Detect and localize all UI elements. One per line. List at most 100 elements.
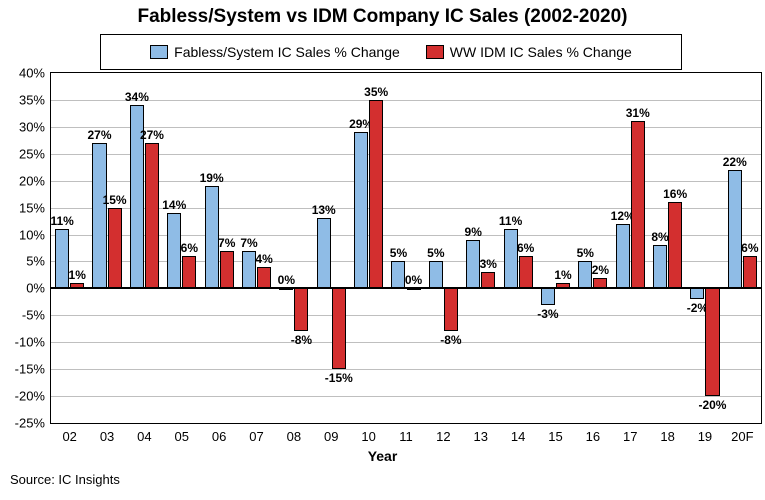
legend-label-idm: WW IDM IC Sales % Change: [450, 44, 632, 60]
bar-fabless: [653, 245, 667, 288]
bar-label-idm: 7%: [218, 236, 235, 250]
bar-label-idm: 35%: [364, 85, 388, 99]
bar-label-idm: 6%: [741, 241, 758, 255]
y-tick-label: 10%: [19, 227, 51, 242]
bar-idm: [257, 267, 271, 289]
bar-idm: [407, 288, 421, 290]
x-tick-label: 19: [698, 423, 712, 444]
y-tick-label: 35%: [19, 92, 51, 107]
y-tick-label: -15%: [15, 362, 51, 377]
legend-label-fabless: Fabless/System IC Sales % Change: [174, 44, 400, 60]
bar-label-fabless: 22%: [723, 155, 747, 169]
bar-label-idm: 0%: [405, 273, 422, 287]
y-tick-label: 25%: [19, 146, 51, 161]
bar-label-idm: 6%: [517, 241, 534, 255]
bar-label-fabless: 14%: [162, 198, 186, 212]
figure: Fabless/System vs IDM Company IC Sales (…: [0, 0, 765, 500]
bar-idm: [743, 256, 757, 288]
bar-label-fabless: 27%: [88, 128, 112, 142]
y-tick-label: 15%: [19, 200, 51, 215]
x-axis-title: Year: [0, 448, 765, 464]
bar-label-fabless: 0%: [278, 273, 295, 287]
bar-label-idm: -15%: [325, 371, 353, 385]
bar-idm: [332, 288, 346, 369]
x-tick-label: 17: [623, 423, 637, 444]
x-tick-label: 06: [212, 423, 226, 444]
y-tick-label: -25%: [15, 416, 51, 431]
bar-label-idm: 1%: [69, 268, 86, 282]
bar-fabless: [504, 229, 518, 288]
bar-label-idm: 15%: [103, 193, 127, 207]
bar-label-fabless: 9%: [465, 225, 482, 239]
legend-entry-idm: WW IDM IC Sales % Change: [426, 44, 632, 60]
bar-fabless: [541, 288, 555, 304]
bar-label-idm: 4%: [255, 252, 272, 266]
bar-label-fabless: 11%: [499, 214, 522, 228]
x-tick-label: 04: [137, 423, 151, 444]
legend-swatch-idm: [426, 45, 444, 59]
bar-idm: [556, 283, 570, 288]
bar-label-fabless: 5%: [577, 246, 594, 260]
bar-label-idm: -8%: [291, 333, 312, 347]
grid-line: [51, 369, 761, 370]
x-tick-label: 03: [100, 423, 114, 444]
y-tick-label: 30%: [19, 119, 51, 134]
x-tick-label: 14: [511, 423, 525, 444]
chart-title: Fabless/System vs IDM Company IC Sales (…: [0, 6, 765, 28]
bar-label-fabless: 19%: [200, 171, 224, 185]
y-tick-label: 0%: [26, 281, 51, 296]
grid-line: [51, 100, 761, 101]
x-tick-label: 07: [249, 423, 263, 444]
x-tick-label: 12: [436, 423, 450, 444]
bar-idm: [369, 100, 383, 288]
bar-label-idm: 31%: [626, 106, 650, 120]
x-tick-label: 16: [586, 423, 600, 444]
y-tick-label: 20%: [19, 173, 51, 188]
bar-fabless: [728, 170, 742, 288]
bar-fabless: [279, 288, 293, 290]
bar-idm: [593, 278, 607, 289]
bar-fabless: [429, 261, 443, 288]
bar-label-fabless: 11%: [50, 214, 73, 228]
bar-fabless: [616, 224, 630, 289]
bar-idm: [182, 256, 196, 288]
bar-idm: [108, 208, 122, 289]
x-tick-label: 02: [62, 423, 76, 444]
bar-idm: [705, 288, 719, 396]
bar-fabless: [317, 218, 331, 288]
y-tick-label: -10%: [15, 335, 51, 350]
bar-fabless: [391, 261, 405, 288]
bar-label-idm: 6%: [181, 241, 198, 255]
bar-label-fabless: -3%: [537, 307, 558, 321]
legend: Fabless/System IC Sales % Change WW IDM …: [100, 34, 682, 70]
bar-fabless: [55, 229, 69, 288]
bar-idm: [70, 283, 84, 288]
x-tick-label: 20F: [731, 423, 753, 444]
bar-fabless: [205, 186, 219, 288]
plot-inner: -25%-20%-15%-10%-5%0%5%10%15%20%25%30%35…: [51, 73, 761, 423]
x-tick-label: 15: [548, 423, 562, 444]
x-tick-label: 05: [175, 423, 189, 444]
bar-label-idm: 2%: [592, 263, 609, 277]
x-tick-label: 08: [287, 423, 301, 444]
y-tick-label: 5%: [26, 254, 51, 269]
bar-label-fabless: 13%: [312, 203, 336, 217]
plot-area: -25%-20%-15%-10%-5%0%5%10%15%20%25%30%35…: [50, 72, 762, 424]
x-tick-label: 09: [324, 423, 338, 444]
legend-entry-fabless: Fabless/System IC Sales % Change: [150, 44, 400, 60]
bar-label-idm: 16%: [663, 187, 687, 201]
bar-fabless: [466, 240, 480, 288]
bar-idm: [145, 143, 159, 288]
bar-idm: [294, 288, 308, 331]
bar-fabless: [690, 288, 704, 299]
y-tick-label: -20%: [15, 389, 51, 404]
bar-label-idm: -20%: [698, 398, 726, 412]
source-text: Source: IC Insights: [10, 472, 120, 487]
bar-idm: [481, 272, 495, 288]
bar-label-idm: 27%: [140, 128, 164, 142]
bar-label-idm: 3%: [480, 257, 497, 271]
x-tick-label: 18: [660, 423, 674, 444]
legend-swatch-fabless: [150, 45, 168, 59]
grid-line: [51, 342, 761, 343]
y-tick-label: -5%: [22, 308, 51, 323]
